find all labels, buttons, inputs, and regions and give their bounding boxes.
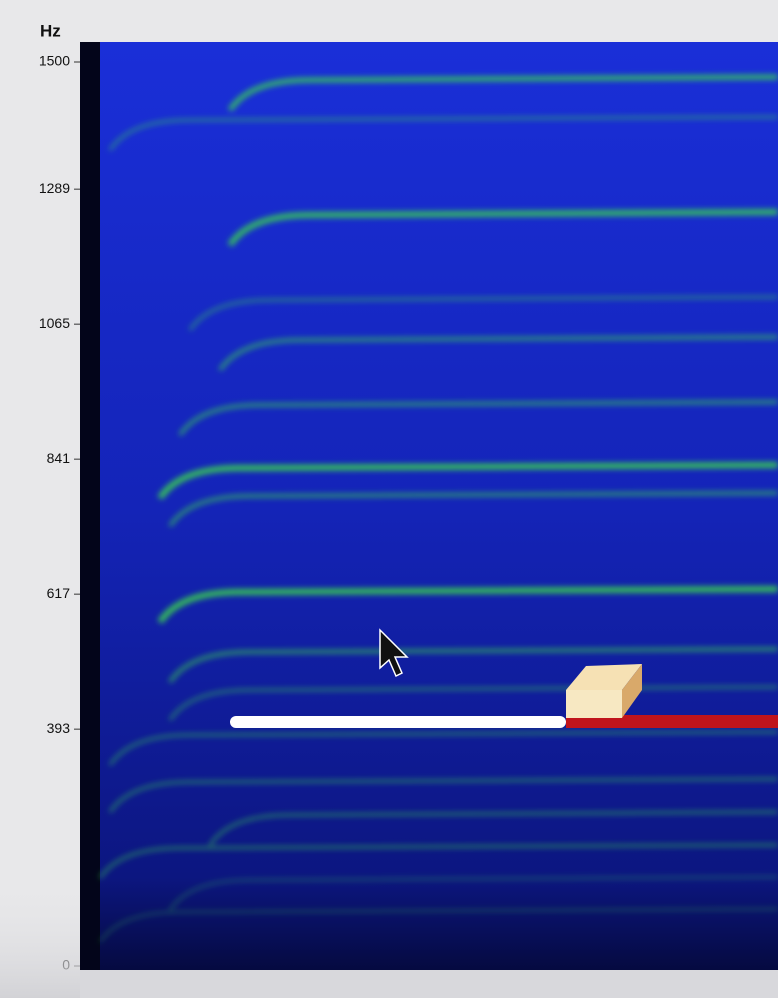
harmonic-band [218, 335, 778, 372]
harmonic-band [168, 491, 778, 528]
harmonic-band [108, 730, 778, 766]
harmonics [98, 74, 778, 943]
eraser-side [622, 664, 642, 718]
spectrogram [80, 42, 778, 970]
harmonic-band [157, 586, 778, 624]
mouse-cursor [379, 628, 409, 678]
bottom-shade [0, 880, 80, 998]
y-tick-label: 393 [47, 720, 71, 736]
bottom-bar [80, 970, 778, 998]
harmonic-band [98, 843, 778, 879]
y-tick-label: 617 [47, 585, 71, 601]
harmonic-band [169, 876, 778, 911]
harmonic-band [227, 74, 778, 112]
axis-unit: Hz [40, 21, 61, 40]
progress-played [230, 716, 566, 728]
progress-remaining [566, 715, 778, 728]
harmonic-band [227, 209, 778, 247]
y-tick-label: 1065 [39, 315, 70, 331]
y-tick-label: 1500 [39, 53, 70, 69]
harmonic-band [108, 115, 778, 151]
harmonic-band [157, 462, 778, 500]
harmonic-band [208, 810, 778, 846]
y-tick-label: 841 [47, 450, 71, 466]
harmonic-band [99, 908, 778, 943]
eraser-top [566, 664, 642, 690]
y-tick-label: 1289 [39, 180, 70, 196]
harmonic-band [168, 647, 778, 684]
left-edge [80, 42, 100, 970]
harmonic-band [168, 685, 778, 721]
harmonic-band [108, 777, 778, 813]
harmonic-band [178, 400, 778, 437]
eraser-front [566, 690, 622, 718]
harmonic-band [188, 295, 778, 331]
